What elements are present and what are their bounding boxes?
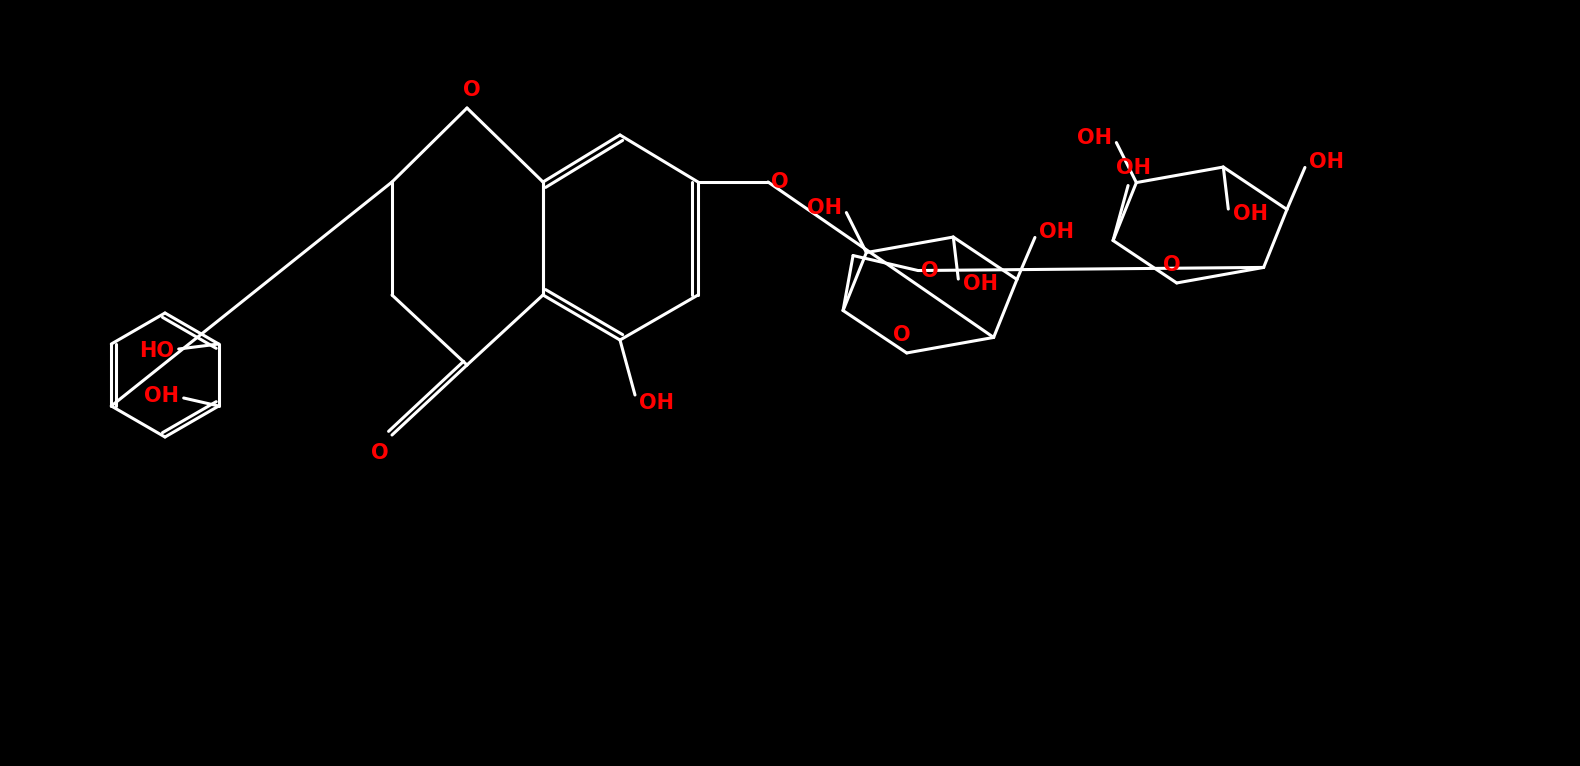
Text: OH: OH [962,274,999,294]
Text: OH: OH [1310,152,1345,172]
Text: OH: OH [1040,222,1074,243]
Text: O: O [463,80,480,100]
Text: OH: OH [807,198,842,218]
Text: OH: OH [1232,204,1267,224]
Text: OH: OH [1115,158,1150,178]
Text: OH: OH [1078,128,1112,148]
Text: O: O [371,443,389,463]
Text: O: O [1163,255,1180,275]
Text: O: O [893,325,910,345]
Text: HO: HO [139,341,174,361]
Text: O: O [921,260,939,280]
Text: OH: OH [640,393,675,413]
Text: O: O [771,172,788,192]
Text: OH: OH [144,386,179,406]
